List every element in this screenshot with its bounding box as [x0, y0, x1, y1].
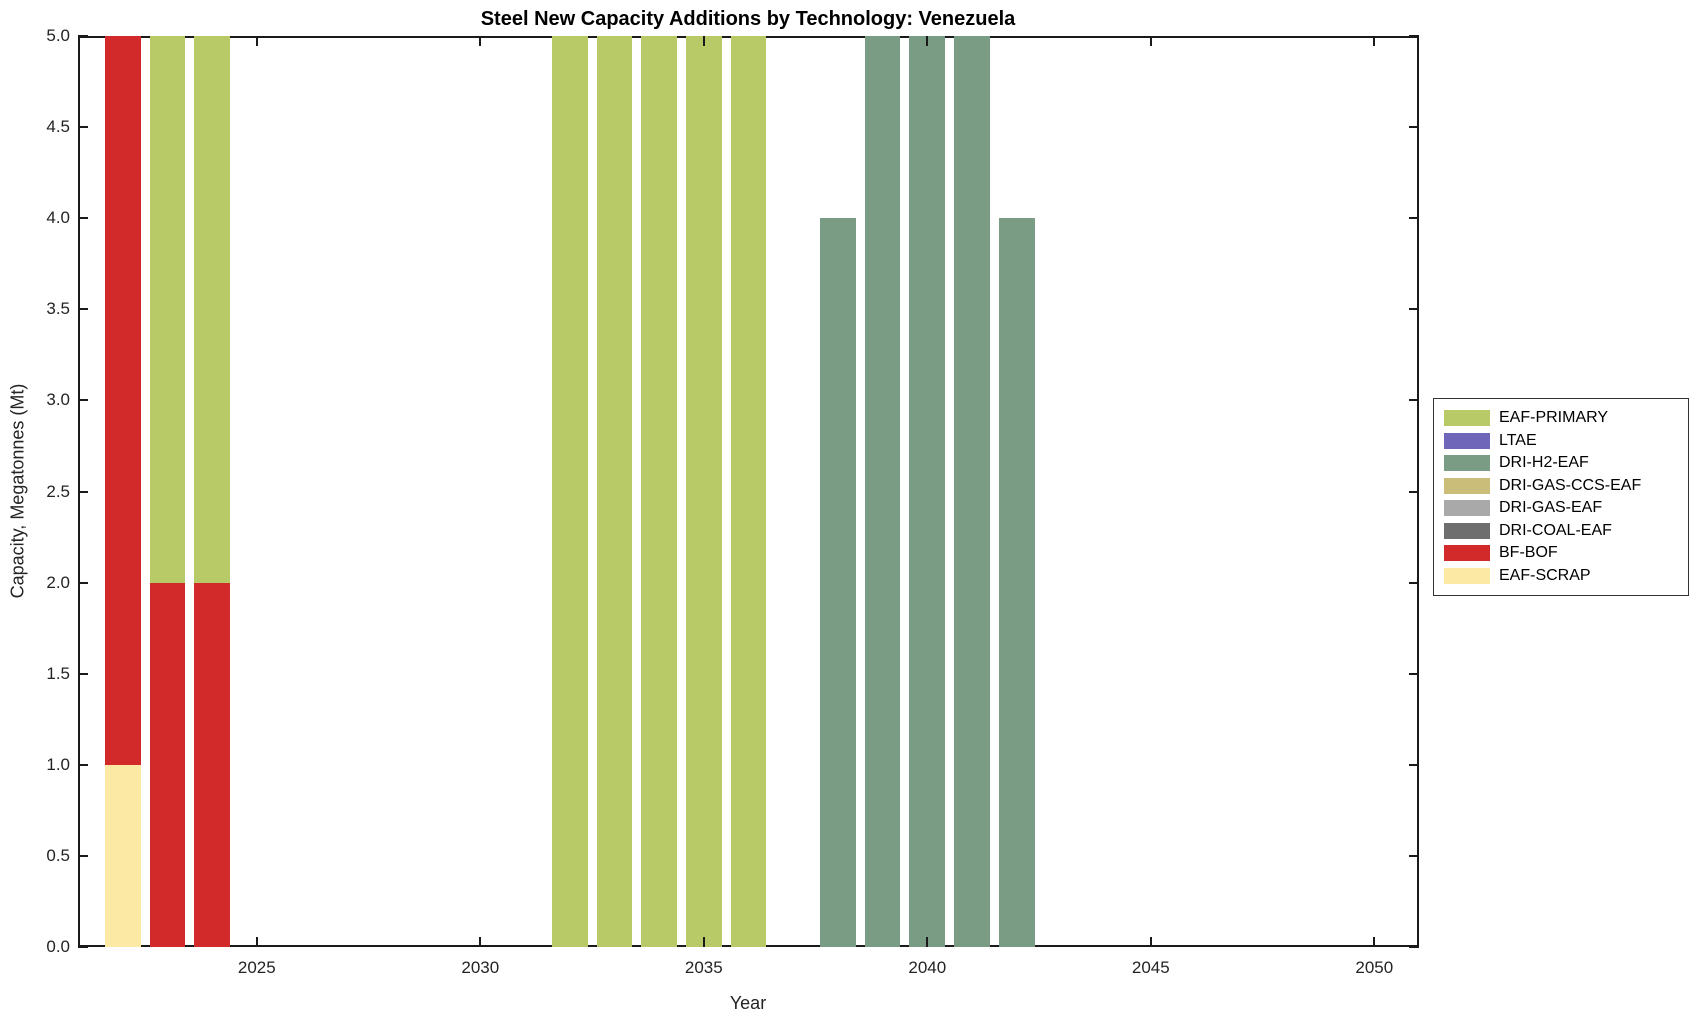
y-tick-right-3.5: [1409, 308, 1419, 311]
y-axis-label: Capacity, Megatonnes (Mt): [7, 383, 28, 599]
y-tick-label-2.5: 2.5: [46, 481, 70, 501]
x-tick-2040: [926, 937, 929, 947]
x-tick-2050: [1373, 937, 1376, 947]
x-tick-label-2025: 2025: [237, 958, 276, 977]
bar-segment-2042-dri-h2-eaf: [998, 218, 1035, 947]
y-tick-label-5.0: 5.0: [46, 26, 70, 45]
y-tick-label-3.0: 3.0: [46, 390, 70, 410]
y-tick-right-4.5: [1409, 126, 1419, 129]
y-tick-4.5: [78, 126, 88, 129]
legend-label: LTAE: [1499, 431, 1537, 449]
x-tick-top-2045: [1149, 36, 1152, 46]
legend-label: DRI-GAS-CCS-EAF: [1499, 476, 1642, 494]
y-tick-right-0: [1409, 946, 1419, 948]
bar-segment-2023-eaf-primary: [149, 36, 186, 583]
bar-segment-2034-eaf-primary: [641, 36, 677, 947]
legend-swatch-dri-coal-eaf: [1444, 522, 1490, 539]
bar-segment-2035-eaf-primary: [685, 36, 722, 947]
y-tick-5: [78, 35, 88, 37]
legend-item-dri-coal-eaf: DRI-COAL-EAF: [1444, 521, 1678, 541]
y-tick-label-0.0: 0.0: [46, 937, 70, 956]
bar-segment-2036-eaf-primary: [730, 36, 767, 947]
bar-segment-2039-dri-h2-eaf: [864, 36, 901, 947]
y-tick-2.5: [78, 490, 88, 493]
legend-item-eaf-primary: EAF-PRIMARY: [1444, 408, 1678, 428]
x-tick-top-2030: [479, 36, 482, 46]
x-tick-2030: [479, 937, 482, 947]
chart-title: Steel New Capacity Additions by Technolo…: [480, 8, 1016, 30]
bar-segment-2022-bf-bof: [104, 36, 141, 765]
bar-segment-2032-eaf-primary: [551, 36, 588, 947]
legend-label: DRI-H2-EAF: [1499, 454, 1589, 472]
bar-segment-2024-eaf-primary: [194, 36, 230, 583]
y-tick-4: [78, 217, 88, 220]
x-tick-label-2050: 2050: [1355, 958, 1394, 977]
legend: EAF-PRIMARY LTAE DRI-H2-EAF DRI-GAS-CCS-EAF…: [1433, 398, 1689, 596]
legend-item-ltae: LTAE: [1444, 431, 1678, 451]
x-tick-label-2040: 2040: [908, 958, 947, 977]
legend-item-dri-h2-eaf: DRI-H2-EAF: [1444, 453, 1678, 473]
y-tick-0.5: [78, 854, 88, 857]
y-tick-label-0.5: 0.5: [46, 845, 70, 865]
y-tick-right-2.5: [1409, 490, 1419, 493]
legend-item-dri-gas-eaf: DRI-GAS-EAF: [1444, 498, 1678, 518]
y-tick-right-2: [1409, 581, 1419, 584]
y-tick-right-4: [1409, 217, 1419, 220]
y-tick-label-4.0: 4.0: [46, 208, 70, 228]
y-tick-1: [78, 763, 88, 766]
y-tick-0: [78, 946, 88, 948]
x-axis-label: Year: [729, 993, 767, 1013]
x-tick-top-2050: [1373, 36, 1376, 46]
x-tick-label-2030: 2030: [461, 958, 500, 977]
y-tick-label-1.5: 1.5: [46, 663, 70, 683]
legend-label: DRI-GAS-EAF: [1499, 499, 1603, 517]
x-tick-top-2040: [926, 36, 929, 46]
y-tick-right-1.5: [1409, 672, 1419, 675]
bar-segment-2038-dri-h2-eaf: [820, 218, 856, 947]
legend-label: EAF-SCRAP: [1499, 566, 1591, 584]
bar-segment-2023-bf-bof: [149, 582, 186, 947]
y-tick-label-1.0: 1.0: [46, 754, 70, 774]
legend-swatch-eaf-primary: [1444, 410, 1490, 426]
legend-label: BF-BOF: [1499, 544, 1558, 562]
y-tick-label-4.5: 4.5: [46, 117, 70, 137]
legend-item-bf-bof: BF-BOF: [1444, 543, 1678, 563]
y-tick-right-0.5: [1409, 854, 1419, 857]
legend-swatch-bf-bof: [1444, 545, 1490, 562]
x-tick-label-2035: 2035: [684, 958, 723, 977]
y-tick-3.5: [78, 308, 88, 311]
legend-item-eaf-scrap: EAF-SCRAP: [1444, 566, 1678, 586]
legend-swatch-dri-gas-ccs-eaf: [1444, 477, 1490, 494]
bar-segment-2033-eaf-primary: [596, 36, 633, 947]
legend-swatch-ltae: [1444, 432, 1490, 449]
bar-segment-2024-bf-bof: [194, 582, 230, 947]
y-tick-label-3.5: 3.5: [46, 299, 70, 319]
legend-label: EAF-PRIMARY: [1499, 409, 1609, 426]
y-tick-label-2.0: 2.0: [46, 572, 70, 592]
x-tick-2035: [702, 937, 705, 947]
legend-item-dri-gas-ccs-eaf: DRI-GAS-CCS-EAF: [1444, 476, 1678, 496]
bar-segment-2022-eaf-scrap: [104, 764, 141, 947]
y-tick-right-5: [1409, 35, 1419, 37]
x-tick-2045: [1149, 937, 1152, 947]
x-tick-top-2025: [255, 36, 258, 46]
legend-label: DRI-COAL-EAF: [1499, 521, 1612, 539]
x-tick-top-2035: [702, 36, 705, 46]
legend-swatch-dri-gas-eaf: [1444, 500, 1490, 517]
x-tick-2025: [255, 937, 258, 947]
y-tick-3: [78, 399, 88, 402]
y-tick-2: [78, 581, 88, 584]
y-tick-right-1: [1409, 763, 1419, 766]
y-tick-1.5: [78, 672, 88, 675]
legend-swatch-dri-h2-eaf: [1444, 455, 1490, 472]
legend-swatch-eaf-scrap: [1444, 567, 1490, 584]
bar-segment-2041-dri-h2-eaf: [954, 36, 990, 947]
bar-segment-2040-dri-h2-eaf: [909, 36, 946, 947]
y-tick-right-3: [1409, 399, 1419, 402]
x-tick-label-2045: 2045: [1131, 958, 1170, 977]
